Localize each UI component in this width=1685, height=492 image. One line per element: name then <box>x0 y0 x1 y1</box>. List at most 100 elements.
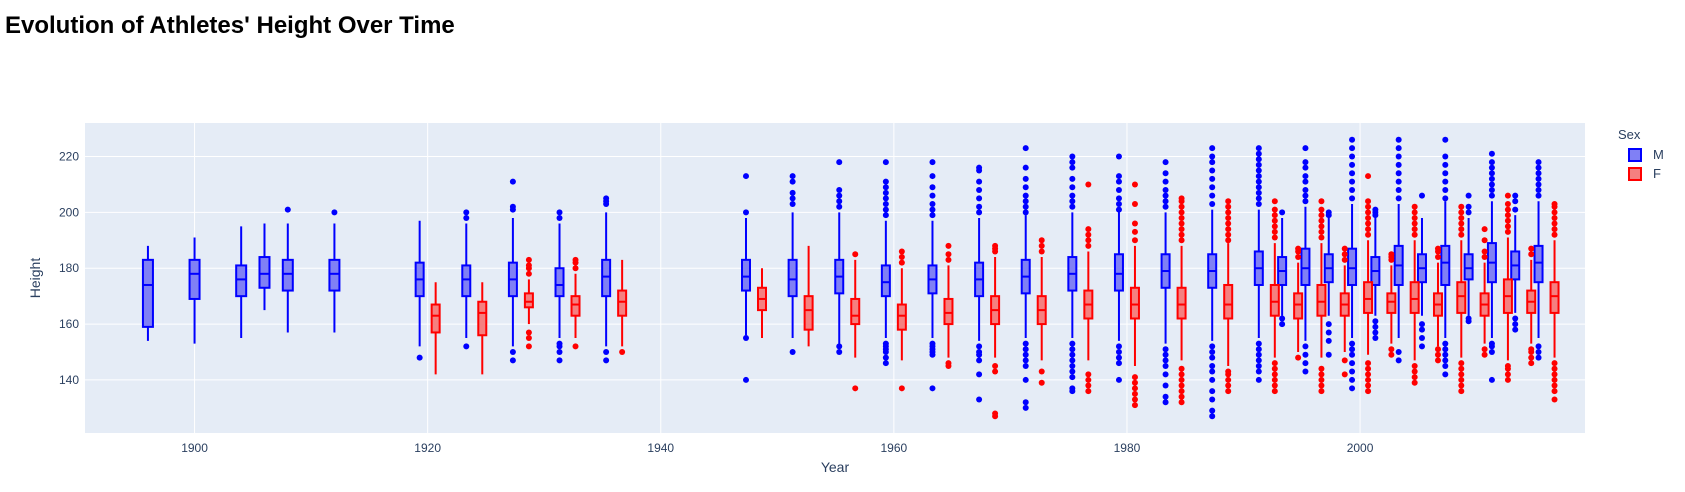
outlier-point <box>1551 231 1558 238</box>
outlier-point <box>1325 337 1332 344</box>
outlier-point <box>1225 382 1232 389</box>
box-body <box>1533 244 1544 284</box>
outlier-point <box>1255 357 1262 364</box>
outlier-point <box>882 200 889 207</box>
outlier-point <box>1069 198 1076 205</box>
outlier-point <box>1325 329 1332 336</box>
outlier-point <box>1131 396 1138 403</box>
x-tick-label: 1900 <box>181 441 208 455</box>
outlier-point <box>1069 362 1076 369</box>
outlier-point <box>1069 175 1076 182</box>
outlier-point <box>1349 360 1356 367</box>
outlier-point <box>1411 203 1418 210</box>
box-body <box>1440 244 1451 286</box>
legend-swatch <box>1628 167 1642 181</box>
box-M-1968 <box>974 164 985 403</box>
outlier-point <box>1535 170 1542 177</box>
outlier-point <box>1395 195 1402 202</box>
outlier-point <box>1178 371 1185 378</box>
outlier-point <box>945 251 952 258</box>
outlier-point <box>976 187 983 194</box>
box-F-1932 <box>570 256 581 350</box>
box-F-1956 <box>850 251 861 392</box>
outlier-point <box>1209 354 1216 361</box>
outlier-point <box>929 385 936 392</box>
outlier-point <box>1442 187 1449 194</box>
box-F-1998 <box>1339 245 1350 378</box>
outlier-point <box>1131 374 1138 381</box>
outlier-point <box>1255 150 1262 157</box>
outlier-point <box>1418 321 1425 328</box>
outlier-point <box>1535 192 1542 199</box>
box-M-2010 <box>1463 192 1474 325</box>
outlier-point <box>1442 161 1449 168</box>
box-M-2012 <box>1486 150 1497 383</box>
legend-item-M[interactable]: M <box>1628 147 1664 162</box>
outlier-point <box>1225 214 1232 221</box>
outlier-point <box>1022 175 1029 182</box>
box-body <box>943 297 954 326</box>
outlier-point <box>742 335 749 342</box>
outlier-point <box>1551 226 1558 233</box>
box-body <box>1113 253 1124 292</box>
outlier-point <box>1069 357 1076 364</box>
outlier-point <box>1162 170 1169 177</box>
outlier-point <box>1022 192 1029 199</box>
outlier-point <box>1551 360 1558 367</box>
outlier-point <box>1488 192 1495 199</box>
box-F-2008 <box>1456 203 1467 395</box>
outlier-point <box>1512 192 1519 199</box>
outlier-point <box>525 262 532 269</box>
box-M-1980 <box>1113 153 1124 383</box>
outlier-point <box>1162 198 1169 205</box>
outlier-point <box>976 209 983 216</box>
outlier-point <box>1069 351 1076 358</box>
outlier-point <box>1465 209 1472 216</box>
box-M-1994 <box>1277 209 1288 328</box>
outlier-point <box>1318 206 1325 213</box>
outlier-point <box>945 256 952 263</box>
outlier-point <box>929 184 936 191</box>
outlier-point <box>1349 187 1356 194</box>
x-tick-label: 1980 <box>1114 441 1141 455</box>
outlier-point <box>1349 170 1356 177</box>
outlier-point <box>1458 214 1465 221</box>
outlier-point <box>463 214 470 221</box>
outlier-point <box>1225 388 1232 395</box>
legend-label: F <box>1653 166 1661 181</box>
outlier-point <box>1209 388 1216 395</box>
box-M-1924 <box>461 209 472 350</box>
outlier-point <box>556 214 563 221</box>
outlier-point <box>1411 231 1418 238</box>
outlier-point <box>1162 187 1169 194</box>
outlier-point <box>1178 220 1185 227</box>
outlier-point <box>284 206 291 213</box>
outlier-point <box>1372 206 1379 213</box>
box-body <box>523 292 534 309</box>
box-body <box>601 258 612 298</box>
outlier-point <box>929 340 936 347</box>
outlier-point <box>1178 203 1185 210</box>
legend-label: M <box>1653 147 1664 162</box>
outlier-point <box>1038 248 1045 255</box>
outlier-point <box>1302 192 1309 199</box>
box-body <box>1363 281 1374 314</box>
outlier-point <box>1115 376 1122 383</box>
outlier-point <box>1488 159 1495 166</box>
outlier-point <box>1458 209 1465 216</box>
outlier-point <box>836 159 843 166</box>
outlier-point <box>1458 226 1465 233</box>
box-M-2004 <box>1393 136 1404 364</box>
outlier-point <box>1209 362 1216 369</box>
outlier-point <box>1162 178 1169 185</box>
outlier-point <box>852 251 859 258</box>
outlier-point <box>1069 164 1076 171</box>
outlier-point <box>976 203 983 210</box>
outlier-point <box>572 265 579 272</box>
outlier-point <box>1504 192 1511 199</box>
outlier-point <box>1085 237 1092 244</box>
outlier-point <box>1504 228 1511 235</box>
box-M-1908 <box>281 206 294 333</box>
legend-item-F[interactable]: F <box>1628 166 1661 181</box>
outlier-point <box>1365 376 1372 383</box>
